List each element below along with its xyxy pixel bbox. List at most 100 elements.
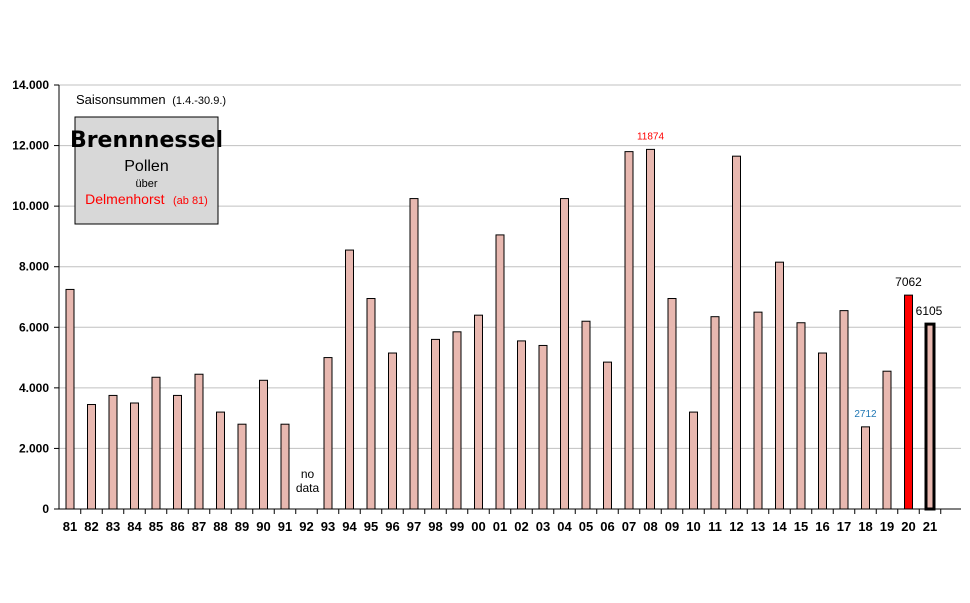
x-tick-label: 19 (880, 519, 894, 534)
bar-21 (924, 322, 936, 511)
bar-81 (65, 288, 75, 510)
bar-07 (624, 151, 634, 510)
bar-99 (452, 331, 462, 510)
bar-12 (732, 155, 741, 510)
x-tick-label: 13 (751, 519, 765, 534)
bar-16 (818, 352, 827, 510)
y-tick-label: 14.000 (12, 78, 49, 92)
x-tick-label: 02 (514, 519, 528, 534)
bar-91 (280, 423, 290, 510)
bar-93 (323, 357, 333, 510)
bar-85 (151, 376, 161, 510)
chart-subtitle: Saisonsummen (1.4.-30.9.) (76, 92, 226, 107)
bar-15 (796, 322, 806, 510)
x-tick-label: 08 (643, 519, 657, 534)
bar-17 (839, 310, 849, 510)
x-tick-label: 14 (772, 519, 787, 534)
x-tick-label: 85 (149, 519, 163, 534)
bar-05 (581, 320, 591, 510)
bar-04 (560, 198, 569, 510)
bar-14 (775, 261, 784, 510)
bars (65, 148, 936, 511)
no-data-label: no data (296, 467, 320, 495)
bar-13 (753, 311, 763, 510)
x-tick-label: 09 (665, 519, 679, 534)
annotation-21: 6105 (916, 304, 943, 318)
x-tick-label: 01 (493, 519, 507, 534)
no-data-line2: data (296, 481, 320, 495)
bar-98 (431, 338, 440, 510)
bar-86 (173, 394, 182, 510)
x-tick-label: 15 (794, 519, 808, 534)
x-tick-label: 06 (600, 519, 614, 534)
legend-place: Delmenhorst (85, 191, 164, 207)
x-tick-label: 00 (471, 519, 485, 534)
bar-02 (517, 340, 526, 510)
axes (54, 84, 961, 514)
x-tick-label: 94 (342, 519, 357, 534)
annotation-20: 7062 (895, 275, 922, 289)
bar-09 (667, 298, 677, 510)
y-tick-label: 12.000 (12, 139, 49, 153)
x-tick-label: 86 (170, 519, 184, 534)
bar-10 (689, 411, 698, 510)
x-tick-label: 92 (299, 519, 313, 534)
legend-line2: Pollen (124, 158, 168, 175)
subtitle-small: (1.4.-30.9.) (172, 95, 226, 107)
bar-84 (130, 402, 139, 510)
bar-19 (882, 370, 892, 510)
bar-18 (861, 426, 870, 510)
legend-line3: über (135, 178, 157, 190)
bar-11 (710, 316, 720, 510)
bar-20 (904, 294, 913, 510)
bar-83 (108, 394, 118, 510)
x-tick-label: 99 (450, 519, 464, 534)
x-tick-label: 96 (385, 519, 399, 534)
bar-87 (194, 373, 204, 510)
x-tick-label: 88 (213, 519, 227, 534)
legend-line4: Delmenhorst (ab 81) (85, 191, 208, 208)
x-tick-label: 11 (708, 519, 722, 534)
y-tick-label: 0 (42, 502, 49, 516)
legend-note: (ab 81) (173, 195, 208, 207)
x-tick-label: 93 (321, 519, 335, 534)
bar-01 (495, 234, 505, 510)
x-tick-label: 21 (923, 519, 937, 534)
x-tick-label: 90 (256, 519, 270, 534)
y-tick-label: 6.000 (19, 320, 49, 334)
x-tick-label: 16 (815, 519, 829, 534)
x-tick-label: 10 (686, 519, 700, 534)
no-data-line1: no (301, 467, 315, 481)
x-tick-label: 07 (622, 519, 636, 534)
bar-95 (366, 298, 376, 510)
x-tick-label: 04 (557, 519, 572, 534)
annotation-18: 2712 (854, 409, 877, 420)
x-tick-label: 83 (106, 519, 120, 534)
x-tick-label: 12 (729, 519, 743, 534)
bar-annotations: 11874 2712 7062 6105 (637, 131, 943, 419)
bar-00 (474, 314, 483, 510)
y-tick-labels: 0 2.000 4.000 6.000 8.000 10.000 12.000 14.000 (12, 78, 49, 516)
x-tick-label: 81 (63, 519, 77, 534)
bar-94 (345, 249, 354, 510)
x-tick-labels: 81 82 83 84 85 86 87 88 89 90 91 92 93 94 95 96 97 98 99 00… (63, 519, 937, 534)
y-tick-label: 8.000 (19, 260, 49, 274)
annotation-08: 11874 (637, 131, 665, 142)
bar-88 (216, 411, 225, 510)
x-tick-label: 18 (858, 519, 872, 534)
x-tick-label: 20 (901, 519, 915, 534)
x-tick-label: 03 (536, 519, 550, 534)
y-tick-label: 10.000 (12, 199, 49, 213)
bar-90 (259, 379, 268, 510)
x-tick-label: 82 (84, 519, 98, 534)
legend-box: Brennnessel Pollen über Delmenhorst (ab … (70, 116, 223, 225)
bar-82 (87, 404, 96, 510)
x-tick-label: 98 (428, 519, 442, 534)
legend-title: Brennnessel (70, 128, 223, 153)
bar-89 (237, 423, 247, 510)
x-tick-label: 87 (192, 519, 206, 534)
bar-08 (646, 148, 655, 510)
y-tick-label: 2.000 (19, 441, 49, 455)
bar-97 (409, 198, 419, 510)
